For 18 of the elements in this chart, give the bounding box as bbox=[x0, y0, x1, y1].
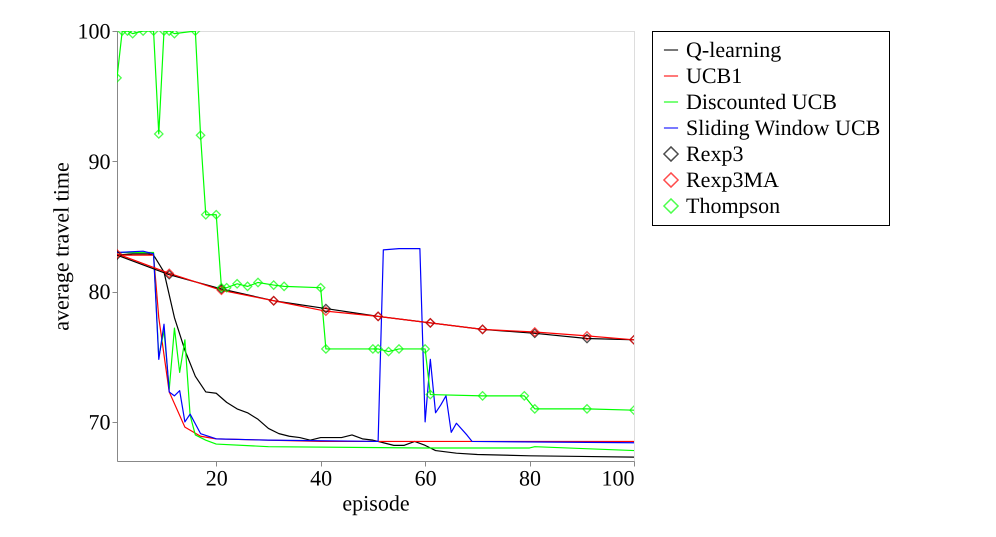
y-tick-label: 80 bbox=[88, 279, 110, 304]
y-axis-title: average travel time bbox=[48, 162, 74, 331]
y-tick-label: 70 bbox=[88, 409, 110, 434]
x-tick-label: 80 bbox=[519, 466, 542, 490]
legend-label: Thompson bbox=[686, 193, 780, 218]
x-axis-title: episode bbox=[342, 490, 410, 516]
x-tick-label: 60 bbox=[414, 466, 437, 490]
x-tick-label: 20 bbox=[206, 466, 228, 490]
legend-label: Q-learning bbox=[686, 37, 782, 62]
legend-label: Rexp3MA bbox=[686, 167, 779, 192]
legend-label: Rexp3 bbox=[686, 141, 744, 166]
legend-label: UCB1 bbox=[686, 63, 742, 88]
y-tick-label: 100 bbox=[78, 18, 110, 44]
x-tick-label: 100 bbox=[602, 466, 634, 490]
y-tick-label: 90 bbox=[88, 148, 110, 174]
x-tick-label: 40 bbox=[310, 466, 332, 490]
legend-label: Discounted UCB bbox=[686, 89, 837, 114]
legend-label: Sliding Window UCB bbox=[686, 115, 880, 140]
